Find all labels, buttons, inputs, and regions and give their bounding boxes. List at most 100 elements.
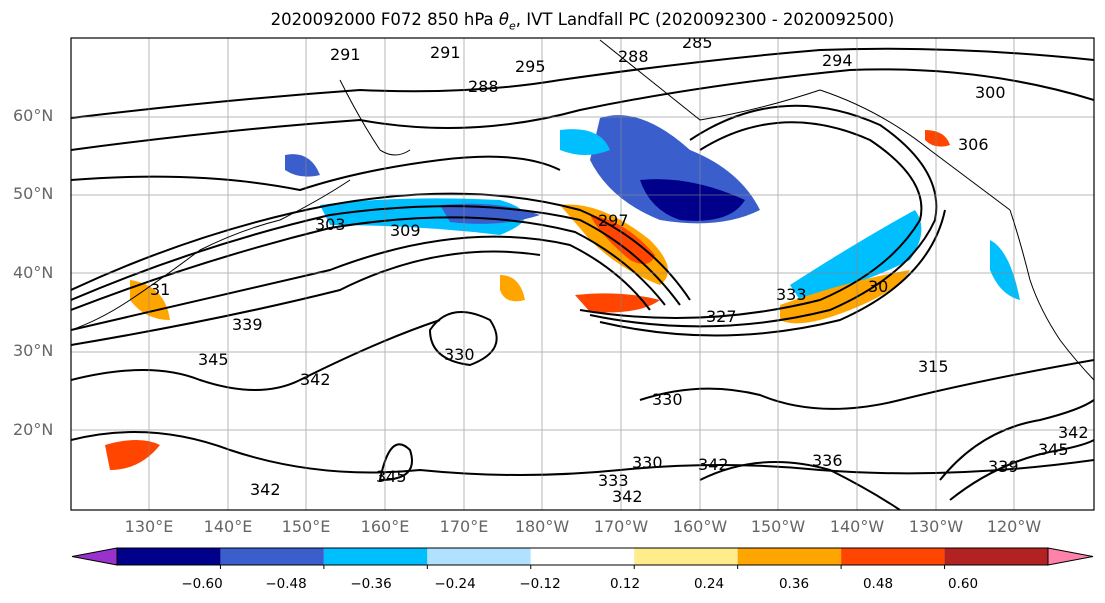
contour-label: 288 — [618, 47, 649, 66]
contour-label: 315 — [918, 357, 949, 376]
contour-line — [949, 439, 1094, 501]
contour-label: 342 — [300, 370, 331, 389]
lon-label: 170°E — [439, 517, 489, 536]
west-positive-2 — [105, 440, 160, 470]
positive-anomaly-band — [575, 293, 660, 313]
colorbar-tick-label: 0.24 — [693, 576, 725, 592]
positive-anomaly-jet-core — [590, 215, 655, 264]
contour-label: 327 — [706, 307, 737, 326]
lon-label: 120°W — [986, 517, 1042, 536]
contour-line — [699, 461, 901, 510]
lon-label: 150°W — [750, 517, 806, 536]
lat-label-30n: 30°N — [13, 341, 54, 360]
contour-label: 303 — [315, 215, 346, 234]
contour-line — [71, 192, 691, 301]
kamchatka-coast — [339, 79, 411, 156]
colorbar-tick-label: −0.12 — [519, 576, 561, 592]
lat-label-20n: 20°N — [13, 420, 54, 439]
mid-positive — [500, 275, 525, 302]
negative-anomaly-east-arc — [790, 210, 922, 300]
contour-label: 330 — [632, 453, 663, 472]
colorbar-segment — [944, 548, 1048, 565]
contour-label: 300 — [975, 83, 1006, 102]
graticule — [71, 38, 1094, 510]
northwest-negative — [285, 154, 320, 177]
contour-label: 291 — [330, 45, 361, 64]
colorbar-tick-label: −0.48 — [265, 576, 307, 592]
asia-coast — [71, 179, 351, 331]
contour-label: 291 — [430, 43, 461, 62]
alaska-coast — [599, 39, 1011, 211]
contour-label: 30 — [868, 277, 888, 296]
contour-line — [579, 121, 923, 319]
colorbar — [71, 547, 1094, 569]
lat-label-60n: 60°N — [13, 106, 54, 125]
contour-line — [71, 216, 666, 311]
colorbar-segment — [220, 548, 324, 565]
contour-line — [71, 235, 651, 331]
contour-label: 333 — [776, 285, 807, 304]
contour-label: 294 — [822, 51, 853, 70]
contour-label: 345 — [376, 467, 407, 486]
theta-subscript: e — [509, 19, 516, 33]
colorbar-segment — [841, 548, 945, 565]
lon-label: 130°E — [124, 517, 174, 536]
contour-label: 345 — [198, 350, 229, 369]
colorbar-extend-min — [71, 547, 118, 566]
coastlines — [71, 39, 1094, 381]
colorbar-tick-label: −0.36 — [350, 576, 392, 592]
contour-line — [639, 359, 1094, 410]
contour-line — [428, 311, 498, 367]
lon-label: 140°W — [829, 517, 885, 536]
contour-label: 342 — [1058, 423, 1089, 442]
colorbar-tick-label: −0.60 — [181, 576, 223, 592]
contour-label: 285 — [682, 33, 713, 52]
contour-line — [939, 399, 1094, 481]
colorbar-tick-label: 0.12 — [609, 576, 641, 592]
contour-label: 333 — [598, 471, 629, 490]
colorbar-segment — [530, 548, 635, 565]
plot-title: 2020092000 F072 850 hPa θe, IVT Landfall… — [0, 10, 1105, 32]
contour-label: 309 — [390, 221, 421, 240]
colorbar-tick-label: 0.60 — [947, 576, 979, 592]
map-frame — [70, 37, 1095, 511]
theta-symbol: θ — [498, 10, 509, 29]
lon-label: 150°E — [281, 517, 331, 536]
negative-anomaly-core — [640, 179, 745, 221]
lat-label-50n: 50°N — [13, 184, 54, 203]
na-west-coast — [1009, 209, 1094, 381]
title-prefix: 2020092000 F072 850 hPa — [270, 10, 499, 29]
colorbar-segment — [427, 548, 531, 565]
contour-label: 297 — [598, 211, 629, 230]
contour-label: 330 — [444, 345, 475, 364]
lon-label: 160°W — [672, 517, 728, 536]
lat-label-40n: 40°N — [13, 263, 54, 282]
lon-label: 170°W — [593, 517, 649, 536]
alaska-positive — [925, 130, 950, 147]
contour-line — [71, 319, 441, 391]
colorbar-tick-label: −0.24 — [434, 576, 476, 592]
aleutian-negative — [560, 129, 610, 155]
contour-label: 345 — [1038, 440, 1069, 459]
contour-label: 295 — [515, 57, 546, 76]
coastal-negative — [990, 240, 1020, 300]
title-suffix: , IVT Landfall PC (2020092300 - 20200925… — [515, 10, 895, 29]
colorbar-tick-label: 0.36 — [778, 576, 810, 592]
contour-line — [378, 443, 413, 482]
contour-label: 31 — [150, 280, 170, 299]
colorbar-segment — [737, 548, 842, 565]
contour-line — [589, 104, 938, 328]
colorbar-tick-label: 0.48 — [862, 576, 894, 592]
contour-label-layer: 291 291 295 288 285 288 294 300 306 303 … — [150, 33, 1089, 506]
contour-line — [599, 209, 946, 337]
contour-label: 342 — [698, 455, 729, 474]
colorbar-segment — [634, 548, 738, 565]
contour-label: 342 — [612, 487, 643, 506]
contour-label: 342 — [250, 480, 281, 499]
contour-label: 330 — [652, 390, 683, 409]
lon-label: 180°W — [514, 517, 570, 536]
contour-line — [71, 68, 1094, 151]
colorbar-extend-max — [1047, 547, 1094, 566]
lon-label: 140°E — [203, 517, 253, 536]
